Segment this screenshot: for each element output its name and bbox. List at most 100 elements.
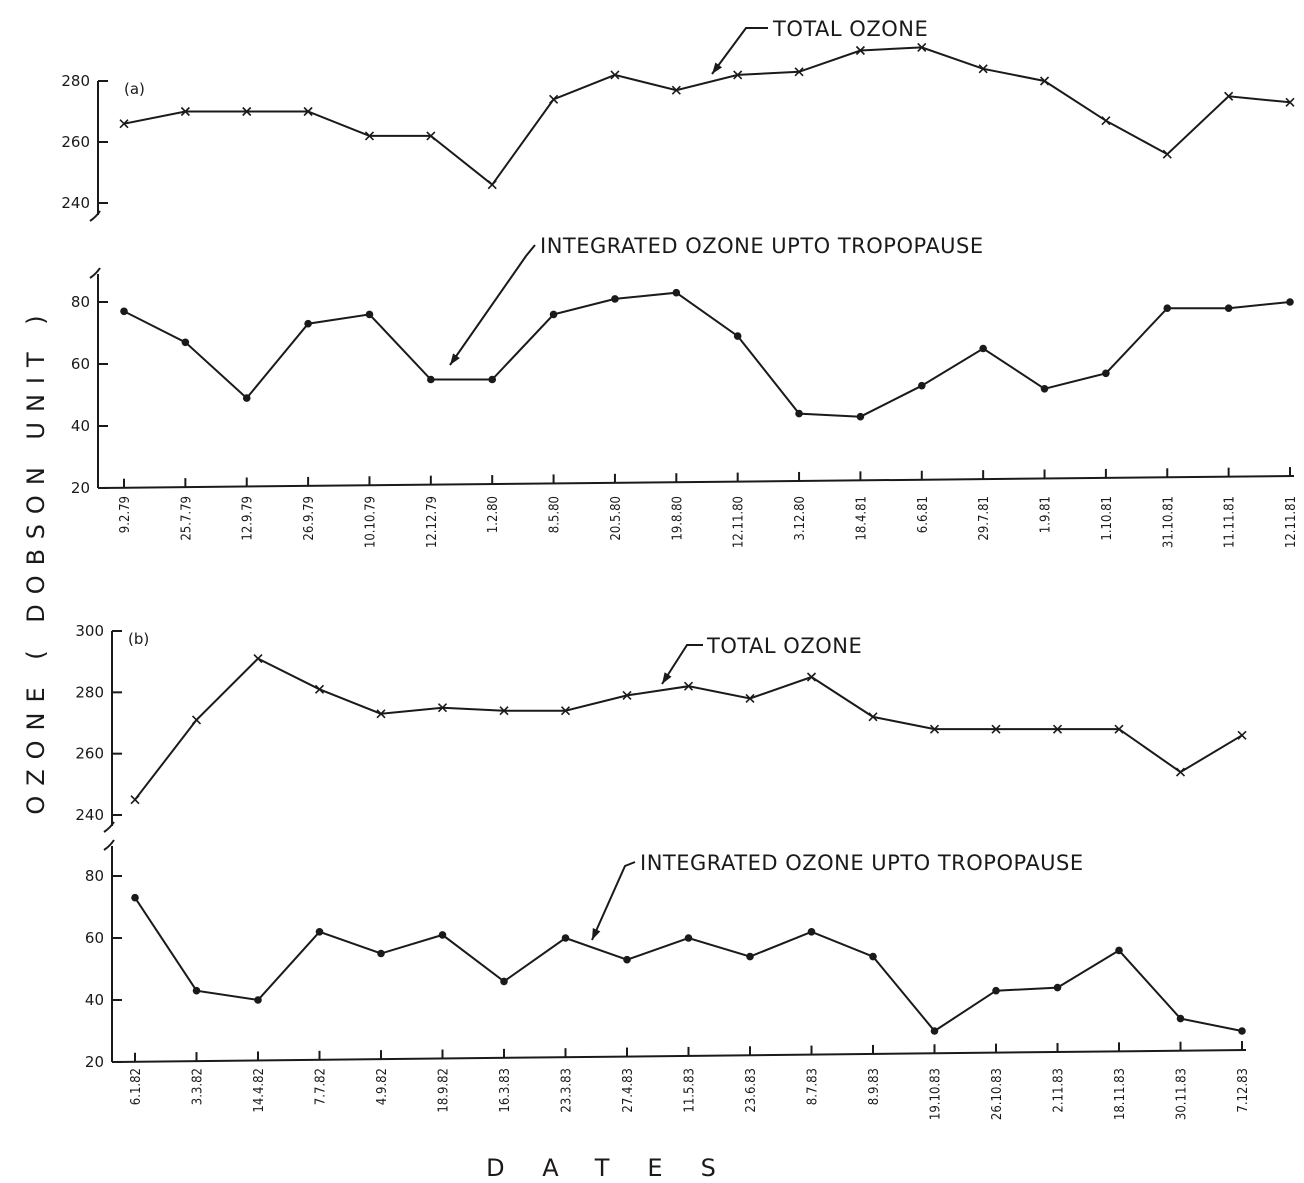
date-tick-label: 1.2.80: [486, 496, 501, 533]
upper-y-tick-label: 240: [61, 194, 90, 212]
lower-y-tick-label: 80: [85, 867, 104, 885]
total-ozone-point: [191, 715, 202, 725]
date-tick-label: 26.9.79: [302, 496, 317, 541]
date-tick-label: 19.8.80: [670, 496, 685, 541]
lower-y-tick-label: 40: [71, 417, 90, 435]
total-ozone-point: [376, 709, 386, 719]
total-ozone-point: [130, 795, 140, 805]
total-ozone-point: [560, 706, 571, 716]
integrated-ozone-point: [1286, 298, 1294, 306]
y-axis-title: OZONE ( DOBSON UNIT ): [22, 305, 50, 814]
integrated-ozone-annotation: INTEGRATED OZONE UPTO TROPOPAUSE: [540, 234, 984, 258]
lower-y-tick-label: 60: [71, 355, 90, 373]
total-ozone-point: [437, 703, 448, 713]
integrated-ozone-point: [131, 893, 139, 902]
date-tick-label: 10.10.79: [364, 496, 379, 548]
total-ozone-point: [794, 67, 804, 77]
x-axis-title: DATES: [486, 1154, 754, 1182]
x-axis-baseline: [111, 1049, 1247, 1063]
integrated-ozone-point: [315, 928, 324, 936]
total-ozone-point: [733, 70, 743, 80]
date-tick-label: 6.1.82: [129, 1068, 144, 1105]
integrated-ozone-point: [561, 934, 570, 942]
total-ozone-line: [123, 46, 1291, 187]
integrated-ozone-point: [365, 310, 374, 319]
integrated-ozone-point: [1163, 304, 1172, 313]
upper-y-tick-label: 300: [75, 622, 104, 640]
total-ozone-point: [1224, 91, 1234, 101]
date-tick-label: 29.7.81: [977, 496, 992, 541]
integrated-ozone-point: [1176, 1014, 1185, 1023]
date-tick-label: 12.12.79: [425, 496, 440, 548]
date-tick-label: 18.11.83: [1113, 1068, 1128, 1120]
integrated-ozone-line: [123, 291, 1291, 418]
panel-tag: (a): [124, 80, 145, 98]
date-tick-label: 18.4.81: [854, 496, 869, 541]
total-ozone-point: [549, 94, 559, 104]
integrated-ozone-point: [120, 307, 128, 316]
integrated-ozone-point: [1040, 385, 1049, 393]
integrated-ozone-point: [795, 409, 803, 418]
annotation-leader: [591, 861, 636, 941]
integrated-ozone-point: [500, 977, 508, 986]
date-tick-label: 2.11.83: [1052, 1068, 1067, 1113]
total-ozone-point: [978, 64, 988, 74]
date-tick-label: 16.3.83: [498, 1068, 513, 1113]
date-tick-label: 3.3.82: [191, 1068, 206, 1105]
upper-y-tick-label: 240: [75, 806, 104, 824]
total-ozone-point: [991, 724, 1001, 734]
integrated-ozone-point: [1224, 304, 1233, 313]
date-tick-label: 12.9.79: [241, 496, 256, 541]
total-ozone-point: [671, 85, 681, 95]
date-tick-label: 18.9.82: [437, 1068, 452, 1113]
integrated-ozone-point: [992, 986, 1000, 995]
upper-y-tick-label: 280: [61, 72, 90, 90]
date-tick-label: 8.7.83: [806, 1068, 821, 1105]
upper-y-tick-label: 280: [75, 683, 104, 701]
annotation-leader: [661, 644, 703, 685]
date-tick-label: 19.10.83: [929, 1068, 944, 1120]
integrated-ozone-point: [979, 344, 987, 353]
lower-y-tick-label: 80: [71, 293, 90, 311]
total-ozone-line: [134, 657, 1243, 801]
integrated-ozone-point: [930, 1027, 939, 1035]
integrated-ozone-point: [438, 931, 447, 939]
integrated-ozone-point: [807, 928, 816, 936]
date-tick-label: 31.10.81: [1161, 496, 1176, 548]
integrated-ozone-point: [733, 332, 742, 340]
total-ozone-point: [610, 70, 620, 80]
date-tick-label: 1.10.81: [1100, 496, 1115, 541]
annotation-leader: [711, 27, 768, 75]
date-tick-label: 23.6.83: [744, 1068, 759, 1113]
integrated-ozone-line: [134, 897, 1243, 1033]
date-tick-label: 12.11.81: [1284, 496, 1299, 548]
date-tick-label: 20.5.80: [609, 496, 624, 541]
total-ozone-point: [855, 45, 865, 56]
total-ozone-point: [314, 684, 325, 694]
upper-y-tick-label: 260: [75, 745, 104, 763]
total-ozone-point: [1162, 149, 1172, 159]
date-tick-label: 9.2.79: [118, 496, 133, 533]
integrated-ozone-point: [746, 952, 754, 961]
date-tick-label: 12.11.80: [732, 496, 747, 548]
total-ozone-point: [487, 180, 497, 190]
date-tick-label: 6.6.81: [916, 496, 931, 533]
axis-break-mark: [89, 267, 101, 279]
date-tick-label: 11.5.83: [683, 1068, 698, 1113]
total-ozone-point: [242, 106, 252, 117]
integrated-ozone-point: [684, 934, 693, 942]
date-tick-label: 4.9.82: [375, 1068, 390, 1105]
x-axis-baseline: [97, 475, 1295, 489]
integrated-ozone-point: [377, 949, 385, 958]
date-tick-label: 23.3.83: [560, 1068, 575, 1113]
axis-break-mark: [89, 210, 101, 222]
total-ozone-annotation: TOTAL OZONE: [772, 17, 928, 41]
integrated-ozone-point: [242, 394, 251, 402]
integrated-ozone-point: [623, 955, 631, 964]
lower-y-tick-label: 20: [85, 1053, 104, 1071]
annotation-arrowhead: [712, 62, 723, 74]
date-tick-label: 7.12.83: [1236, 1068, 1251, 1113]
annotation-arrowhead: [450, 353, 460, 365]
annotation-arrowhead: [592, 928, 601, 940]
